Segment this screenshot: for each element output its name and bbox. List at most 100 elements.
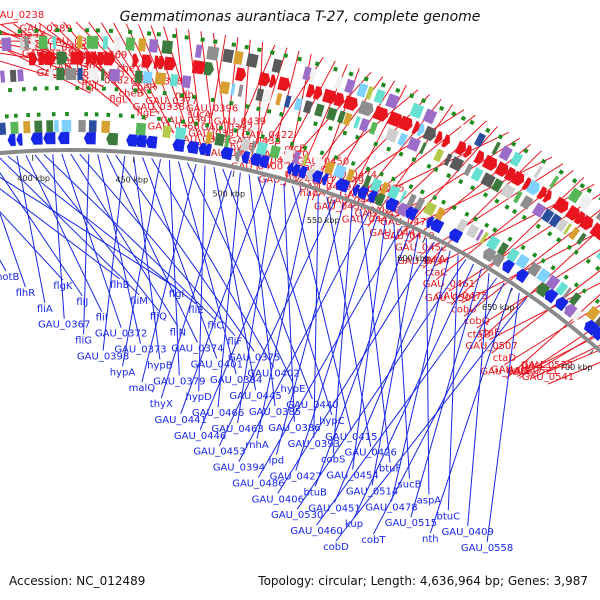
forward-gene [579, 214, 594, 231]
gc-mark [167, 117, 172, 123]
feature-block [509, 151, 524, 167]
reverse-gene-label: nth [422, 534, 439, 545]
forward-gene [542, 189, 552, 203]
forward-gene-label: GAU_0420 [256, 149, 308, 160]
reverse-label-leader [141, 163, 197, 383]
reverse-gene-label: fliI [96, 313, 108, 324]
forward-gene-label: GAU_0392 [201, 123, 253, 134]
gc-mark [297, 56, 303, 62]
feature-block [219, 81, 231, 95]
feature-block [456, 218, 469, 233]
reverse-gene-label: GAU_0406 [252, 494, 304, 505]
gc-mark [566, 244, 573, 251]
reverse-gene-label: hypC [319, 416, 345, 427]
forward-gene-label: cheB [119, 89, 144, 100]
feature-block [545, 274, 561, 291]
gc-mark [229, 100, 234, 106]
reverse-label-leader [7, 156, 197, 305]
feature-block [419, 142, 427, 155]
reverse-gene [259, 155, 270, 169]
forward-label-leader [448, 193, 600, 292]
forward-label-leader [0, 42, 61, 56]
forward-gene [454, 140, 466, 156]
reverse-gene-label: btuF [379, 464, 402, 475]
feature-block [255, 88, 265, 102]
feature-block [309, 68, 317, 82]
reverse-gene [449, 228, 464, 244]
forward-label-leader [0, 52, 48, 62]
forward-gene [257, 71, 271, 87]
gc-mark [581, 288, 587, 294]
reverse-gene [321, 173, 329, 186]
forward-gene-label: GAU_0400 [231, 161, 283, 172]
feature-block [169, 73, 179, 87]
forward-gene-label: GAU_0381 [188, 129, 240, 140]
forward-gene-label: GAU_0522 [521, 360, 573, 371]
gc-mark [540, 258, 546, 264]
feature-block [474, 132, 487, 148]
feature-rings [0, 27, 600, 341]
forward-label-leader [367, 104, 454, 227]
length-label: Length: [370, 574, 417, 588]
reverse-gene [312, 170, 324, 184]
gc-mark [212, 39, 218, 44]
gc-mark [520, 244, 526, 251]
feature-block [135, 122, 147, 136]
forward-gene-label: GAU_0456 [314, 201, 366, 212]
feature-block [275, 92, 283, 106]
feature-block [283, 95, 292, 108]
forward-gene [85, 51, 93, 65]
gc-mark [172, 33, 177, 39]
reverse-label-leader [70, 153, 179, 327]
reverse-gene-label: GAU_0453 [193, 447, 245, 458]
reverse-label-leader [467, 273, 490, 527]
reverse-gene-label: flgK [53, 281, 73, 292]
reverse-label-leader [295, 215, 378, 471]
reverse-label-leader [102, 155, 126, 351]
forward-gene-label: GAU_0521 [506, 366, 558, 377]
feature-block [194, 44, 203, 59]
forward-gene [503, 166, 516, 182]
gc-mark [395, 87, 401, 93]
forward-gene-label: GAU_0541 [522, 372, 574, 383]
reverse-gene [430, 218, 445, 234]
gc-mark [438, 105, 445, 112]
gc-mark [411, 156, 417, 163]
reverse-gene [298, 165, 308, 179]
feature-block [387, 184, 401, 200]
forward-gene-label: GAU_0289 [20, 23, 72, 34]
feature-block [562, 223, 573, 235]
reverse-label-leader [0, 188, 121, 280]
gc-mark [365, 166, 371, 172]
gc-mark [333, 66, 338, 72]
reverse-gene-label: rnhA [245, 440, 269, 451]
feature-block [314, 103, 325, 118]
reverse-label-leader [83, 154, 90, 335]
kbp-tick-label: 650 kbp [482, 303, 515, 312]
feature-block [373, 88, 386, 104]
reverse-gene [7, 133, 16, 147]
feature-block [433, 148, 445, 163]
feature-block [479, 231, 489, 244]
feature-block [576, 232, 587, 245]
accession-label: Accession: [9, 574, 73, 588]
reverse-gene [502, 259, 515, 274]
feature-block [526, 261, 542, 278]
gc-mark [473, 216, 479, 222]
gc-mark [398, 151, 404, 157]
feature-block [250, 140, 257, 153]
reverse-gene [572, 310, 583, 323]
reverse-gene-label: aspA [417, 495, 442, 506]
reverse-gene-label: GAU_0515 [385, 518, 437, 529]
reverse-gene [172, 138, 186, 152]
feature-block [0, 122, 7, 135]
reverse-gene-label: GAU_0460 [290, 526, 342, 537]
feature-block [356, 82, 369, 98]
kbp-tick-label: 550 kbp [307, 216, 340, 225]
feature-block [384, 127, 399, 143]
forward-gene [372, 105, 388, 122]
feature-block [142, 71, 153, 84]
forward-gene [163, 56, 177, 71]
gc-mark [245, 130, 251, 136]
